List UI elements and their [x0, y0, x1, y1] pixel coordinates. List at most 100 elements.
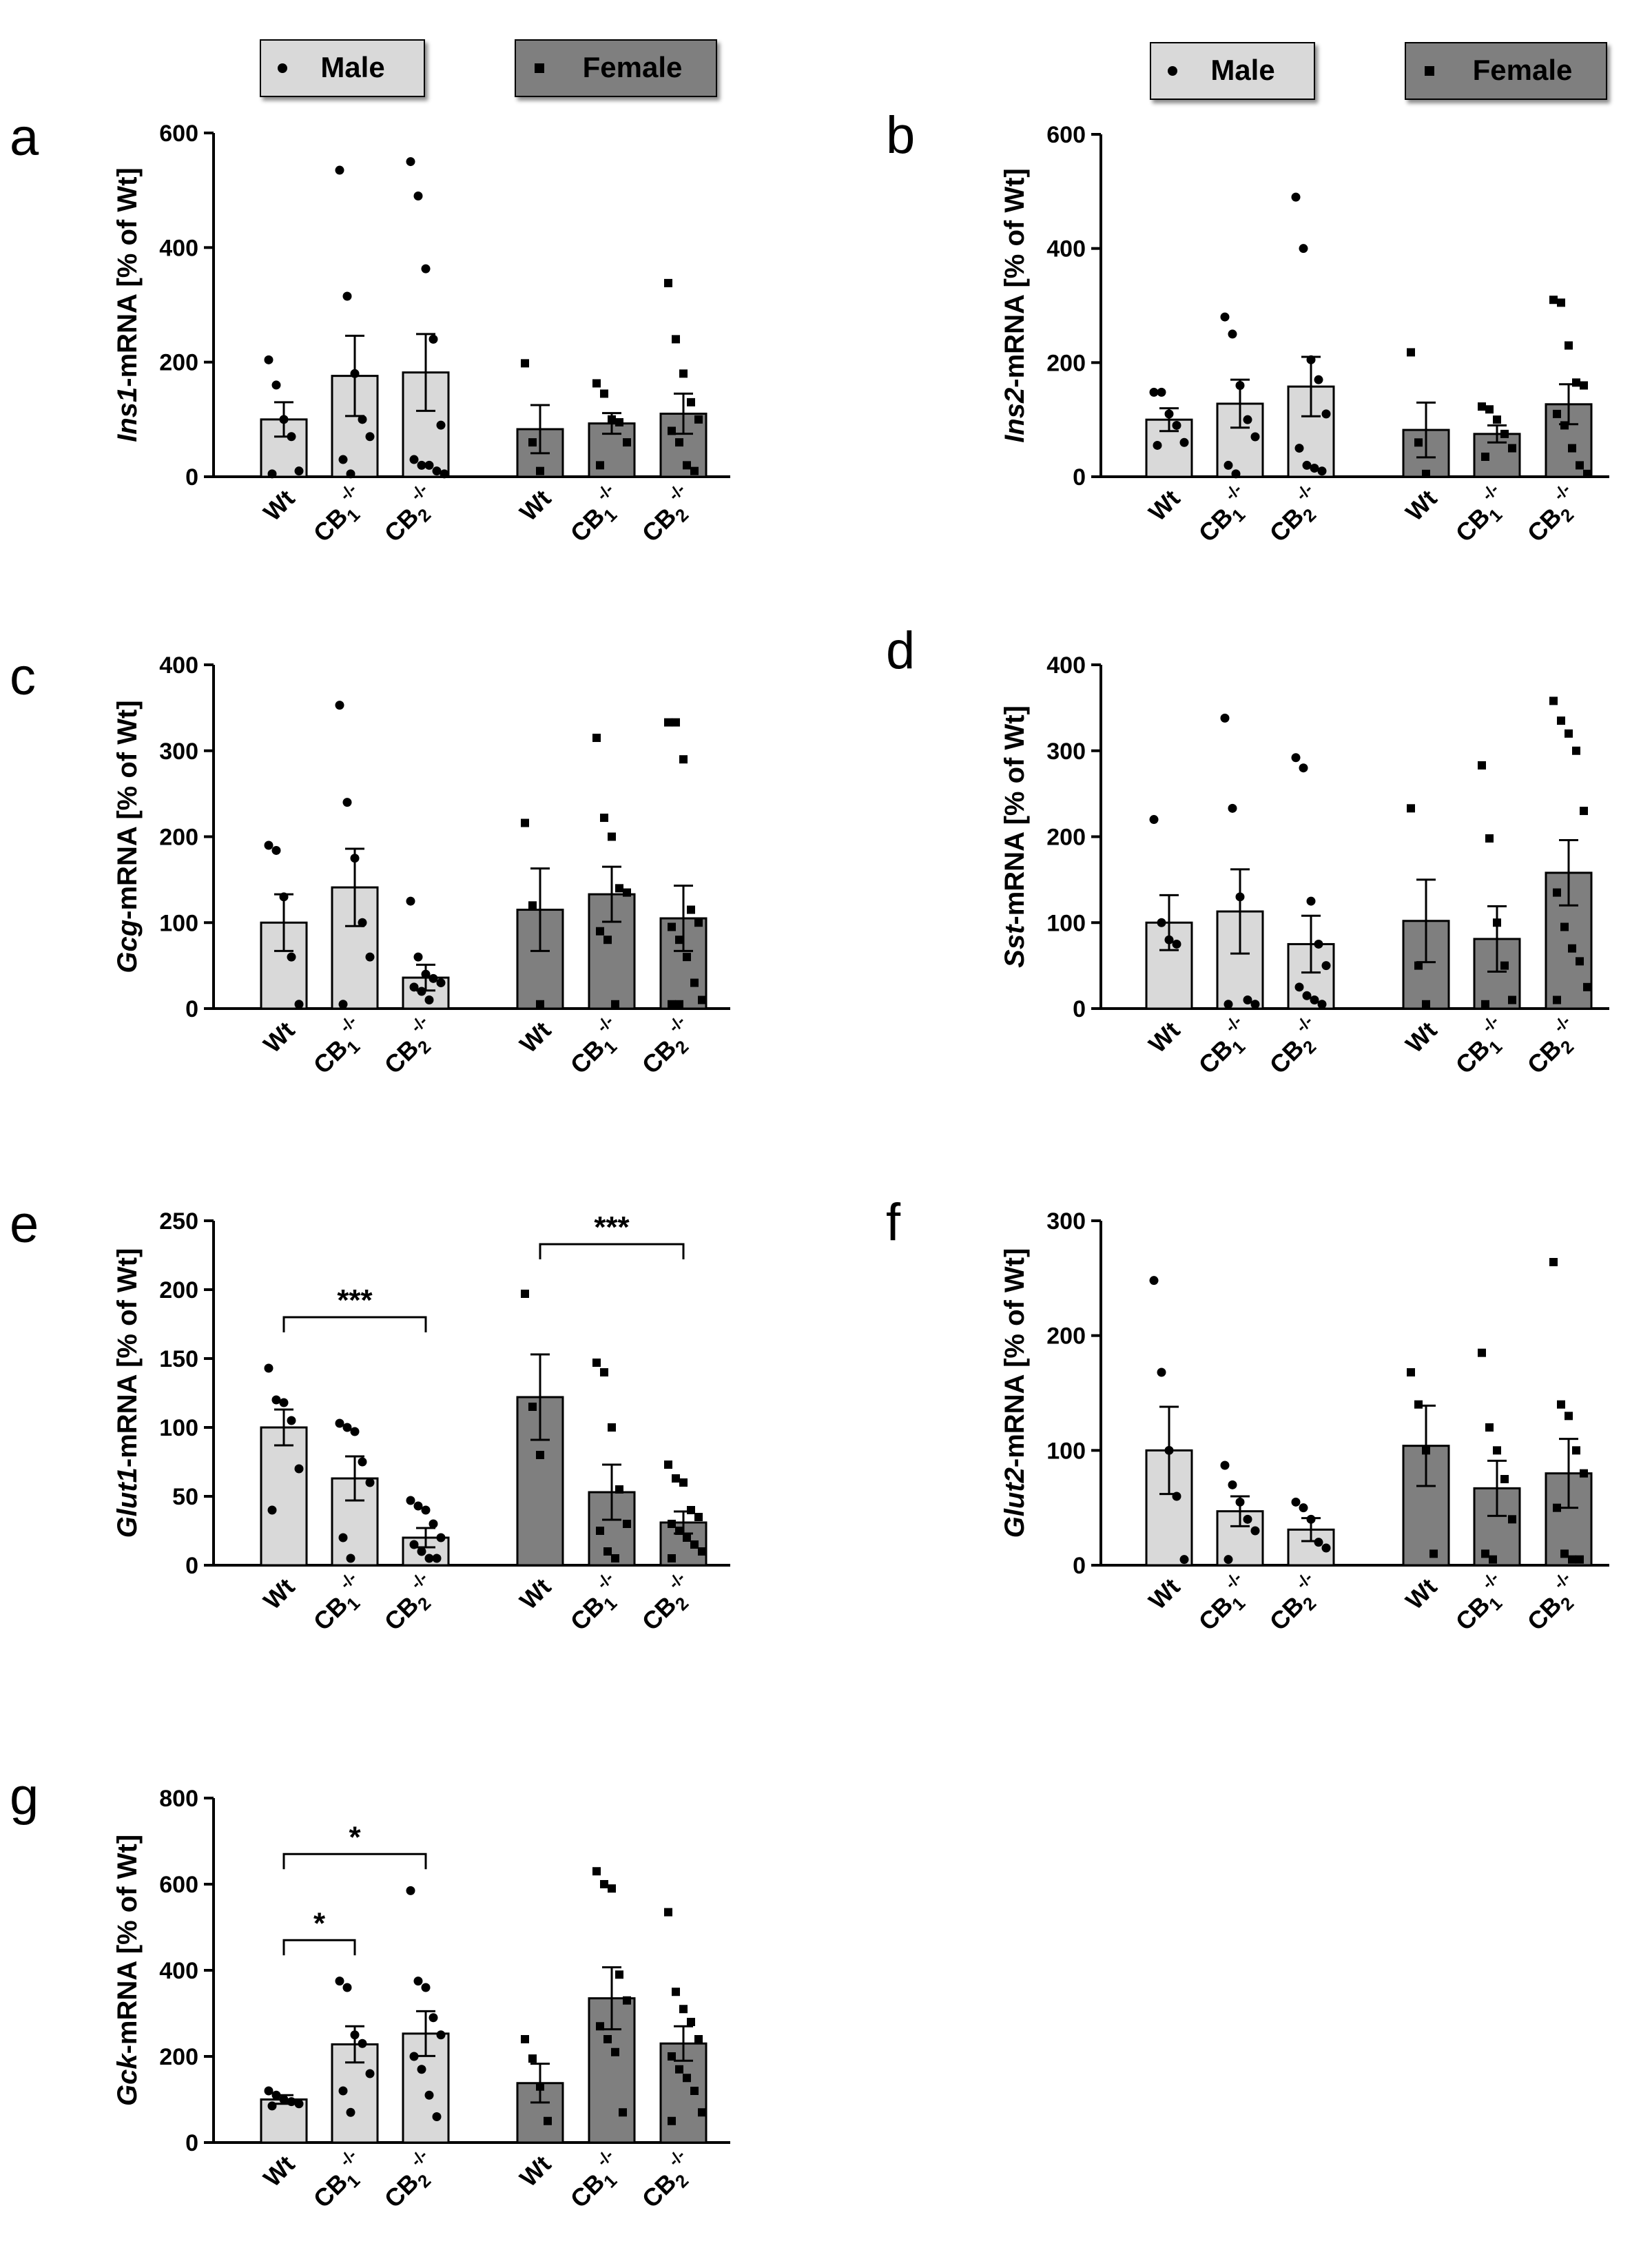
legend-female-box — [1405, 42, 1607, 100]
data-point — [1321, 409, 1331, 419]
data-point — [536, 1451, 544, 1459]
data-point — [615, 1485, 623, 1494]
legend-female-label: Female — [1473, 54, 1573, 86]
x-tick-label: Wt — [1143, 1573, 1186, 1616]
y-axis-label: Gck-mRNA [% of Wt] — [112, 1835, 143, 2106]
data-point — [432, 466, 442, 476]
data-point — [603, 936, 612, 945]
data-point — [694, 918, 703, 927]
x-tick-label: CB1-/- — [304, 480, 375, 551]
x-tick-label: Wt — [1400, 1573, 1443, 1616]
data-point — [596, 1527, 604, 1535]
data-point — [1414, 438, 1423, 447]
data-point — [1149, 387, 1159, 397]
panel-letter-g: g — [10, 1767, 39, 1826]
data-point — [1485, 834, 1494, 843]
data-point — [279, 2095, 289, 2104]
x-tick-label: Wt — [258, 484, 300, 527]
data-point — [672, 335, 680, 344]
data-point — [264, 840, 273, 850]
data-point — [294, 1000, 304, 1009]
data-point — [603, 1547, 612, 1556]
data-point — [1291, 1497, 1301, 1507]
data-point — [1157, 918, 1166, 927]
data-point — [1478, 1348, 1486, 1357]
data-point — [358, 918, 367, 927]
data-point — [287, 1416, 296, 1425]
data-point — [528, 438, 537, 447]
y-tick-label: 400 — [1046, 236, 1086, 262]
data-point — [592, 1359, 601, 1367]
data-point — [1306, 355, 1316, 364]
y-tick-label: 200 — [159, 1277, 198, 1303]
data-point — [668, 426, 676, 435]
legend-female-marker — [535, 63, 544, 73]
x-tick-label: CB2-/- — [375, 1012, 446, 1083]
legend-male-label: Male — [1210, 54, 1274, 86]
data-point — [1414, 961, 1423, 970]
y-tick-label: 800 — [159, 1786, 198, 1812]
data-point — [358, 415, 367, 424]
x-tick-label: CB1-/- — [1189, 480, 1260, 551]
data-point — [600, 1368, 608, 1376]
data-point — [679, 2005, 688, 2014]
x-tick-label: Wt — [258, 2150, 300, 2193]
legend-male-label: Male — [320, 51, 384, 83]
data-point — [672, 718, 680, 727]
data-point — [1553, 409, 1561, 418]
data-point — [271, 2090, 281, 2100]
data-point — [1568, 1555, 1576, 1564]
data-point — [687, 1506, 695, 1514]
data-point — [664, 1461, 672, 1469]
legend-female-label: Female — [583, 51, 683, 83]
data-point — [424, 1554, 434, 1563]
data-point — [679, 755, 688, 764]
data-point — [287, 432, 296, 442]
data-point — [1314, 1538, 1323, 1547]
data-point — [1560, 922, 1569, 931]
data-point — [335, 1977, 344, 1986]
data-point — [675, 438, 683, 447]
x-tick-label: CB1-/- — [561, 480, 632, 551]
data-point — [1565, 341, 1573, 350]
data-point — [664, 278, 672, 287]
data-point — [1414, 1400, 1423, 1409]
data-point — [342, 1423, 352, 1432]
x-tick-label: CB2-/- — [375, 480, 446, 551]
data-point — [1231, 469, 1241, 479]
y-tick-label: 0 — [185, 2130, 198, 2156]
y-tick-label: 300 — [1046, 1208, 1086, 1235]
data-point — [1407, 348, 1415, 357]
x-tick-label: Wt — [514, 1573, 557, 1616]
data-point — [1291, 753, 1301, 763]
data-point — [342, 798, 352, 807]
data-point — [687, 905, 695, 914]
data-point — [436, 2030, 446, 2040]
data-point — [1250, 1526, 1260, 1536]
significance-bracket — [282, 1939, 356, 1956]
data-point — [544, 2116, 552, 2125]
data-point — [421, 1983, 431, 1992]
legend-male-box — [260, 39, 425, 97]
data-point — [1422, 1446, 1430, 1455]
y-tick-label: 200 — [159, 2044, 198, 2070]
data-point — [346, 1554, 355, 1563]
data-point — [1493, 918, 1501, 927]
x-tick-label: CB1-/- — [1446, 1012, 1517, 1083]
y-tick-label: 200 — [1046, 825, 1086, 851]
data-point — [424, 995, 434, 1005]
legend-top-left: Male Female — [260, 39, 717, 97]
data-point — [1508, 444, 1516, 453]
data-point — [1500, 1475, 1509, 1483]
data-point — [1576, 957, 1584, 966]
y-tick-label: 0 — [185, 996, 198, 1022]
data-point — [335, 701, 344, 710]
legend-female-box — [515, 39, 717, 97]
data-point — [406, 896, 415, 906]
significance-bracket — [282, 1852, 427, 1870]
data-point — [1549, 1258, 1558, 1266]
x-tick-label: CB2-/- — [375, 1569, 446, 1640]
data-point — [432, 2112, 442, 2121]
data-point — [1583, 982, 1591, 991]
